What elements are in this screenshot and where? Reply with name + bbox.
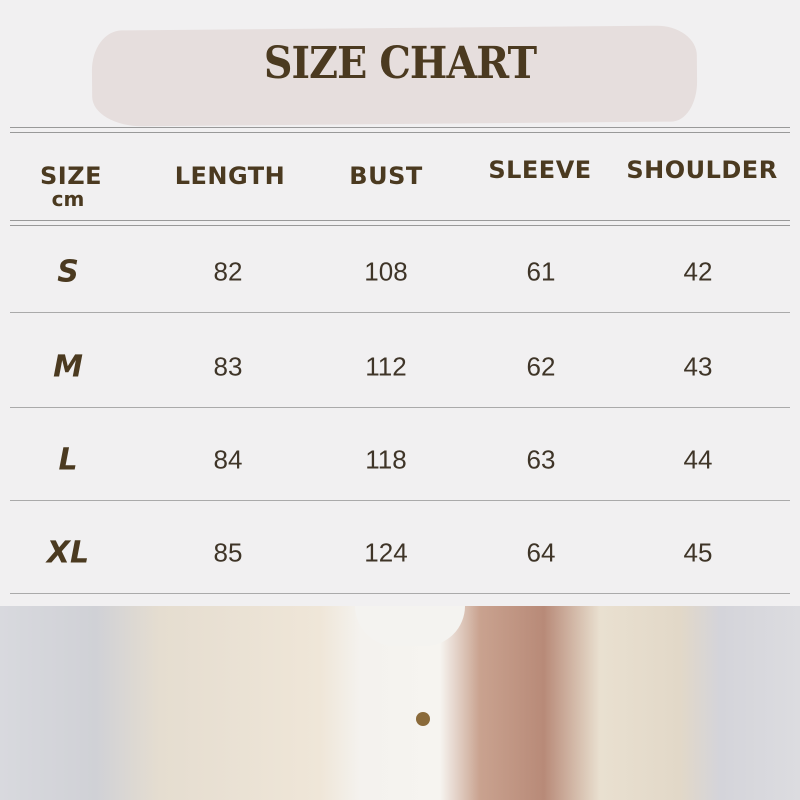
header-unit: cm — [51, 187, 85, 211]
cell-shoulder: 43 — [683, 351, 713, 382]
cell-sleeve: 64 — [526, 537, 556, 568]
page-title: SIZE CHART — [263, 38, 537, 89]
cell-bust: 112 — [365, 351, 407, 382]
header-length: LENGTH — [174, 162, 286, 190]
cell-bust: 118 — [365, 444, 407, 475]
header-size: SIZE — [39, 162, 103, 190]
size-label: S — [57, 254, 79, 290]
header-bust: BUST — [349, 162, 423, 190]
cell-length: 83 — [213, 351, 243, 382]
product-photo — [0, 606, 800, 800]
size-label: M — [53, 349, 83, 385]
turtleneck — [355, 606, 465, 646]
size-label: L — [58, 442, 78, 478]
row-divider — [10, 500, 790, 501]
cell-shoulder: 45 — [683, 537, 713, 568]
cell-bust: 124 — [364, 537, 408, 568]
cell-shoulder: 44 — [683, 444, 713, 475]
divider — [10, 220, 790, 226]
row-divider — [10, 312, 790, 313]
necklace-pendant — [416, 712, 430, 726]
row-divider — [10, 407, 790, 408]
cell-bust: 108 — [364, 256, 408, 287]
header-shoulder: SHOULDER — [626, 156, 778, 184]
cell-sleeve: 62 — [526, 351, 556, 382]
cell-sleeve: 61 — [526, 256, 556, 287]
cell-length: 84 — [213, 444, 243, 475]
cell-sleeve: 63 — [526, 444, 556, 475]
row-divider — [10, 593, 790, 594]
cell-shoulder: 42 — [683, 256, 713, 287]
divider — [10, 127, 790, 133]
header-sleeve: SLEEVE — [488, 156, 592, 184]
size-label: XL — [46, 535, 90, 571]
cell-length: 82 — [213, 256, 243, 287]
cell-length: 85 — [213, 537, 243, 568]
